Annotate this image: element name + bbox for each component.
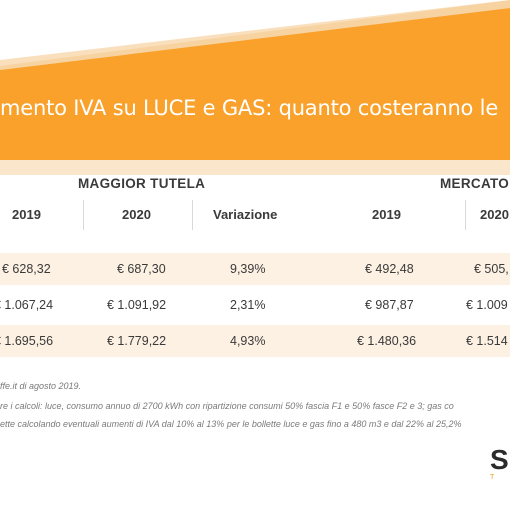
header-banner — [0, 0, 510, 175]
source-note: ffe.it di agosto 2019. — [0, 381, 82, 391]
table-cell: € 1.514 — [466, 334, 508, 348]
col-header-variazione: Variazione — [213, 207, 278, 222]
table-cell: € 1.695,56 — [0, 334, 54, 348]
table-cell: € 987,87 — [365, 298, 414, 312]
table-cell: € 492,48 — [365, 262, 414, 276]
col-header-2020-ml: 2020 — [480, 207, 509, 222]
table-cell: € 628,32 — [2, 262, 51, 276]
table-cell: € 1.067,24 — [0, 298, 54, 312]
table-cell: € 1.779,22 — [107, 334, 167, 348]
table-row-band — [0, 253, 510, 285]
method-note: re i calcoli: luce, consumo annuo di 270… — [0, 401, 454, 411]
col-header-2019-mt: 2019 — [12, 207, 41, 222]
table-cell: € 1.009 — [466, 298, 508, 312]
col-header-2020-mt: 2020 — [122, 207, 151, 222]
table-cell: 2,31% — [230, 298, 266, 312]
table-row-band — [0, 325, 510, 357]
table-cell: € 687,30 — [117, 262, 166, 276]
table-cell: 9,39% — [230, 262, 266, 276]
banner-title: mento IVA su LUCE e GAS: quanto costeran… — [0, 96, 499, 120]
method-note: ette calcolando eventuali aumenti di IVA… — [0, 419, 462, 429]
logo-letter: S — [490, 444, 509, 475]
col-separator — [192, 200, 193, 230]
col-separator — [83, 200, 84, 230]
table-cell: 4,93% — [230, 334, 266, 348]
logo-sub: T — [490, 474, 495, 481]
group-header-maggior-tutela: MAGGIOR TUTELA — [78, 176, 206, 191]
group-header-mercato: MERCATO — [440, 176, 510, 191]
table-cell: € 1.480,36 — [357, 334, 417, 348]
col-separator — [465, 200, 466, 230]
brand-logo: S T — [490, 444, 510, 482]
table-cell: € 505, — [474, 262, 509, 276]
table-cell: € 1.091,92 — [107, 298, 167, 312]
banner-shape — [0, 0, 510, 175]
col-header-2019-ml: 2019 — [372, 207, 401, 222]
